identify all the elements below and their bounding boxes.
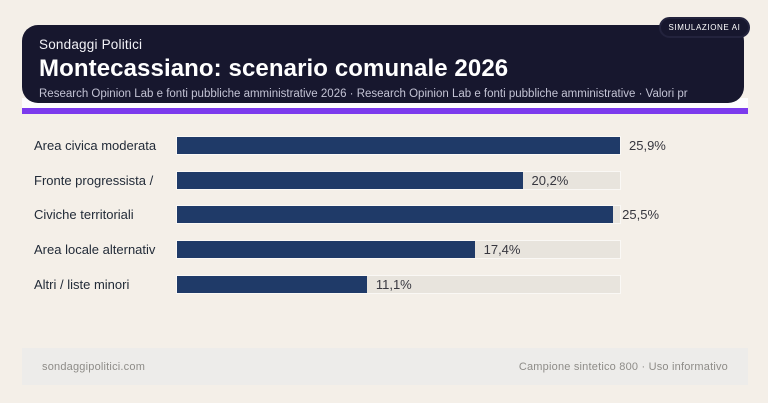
bar-track: 25,9% (177, 137, 666, 154)
bar-track: 17,4% (177, 241, 620, 258)
category-label: Altri / liste minori (34, 277, 130, 292)
value-label: 20,2% (531, 173, 569, 188)
bar-fill (177, 137, 620, 154)
page-title: Montecassiano: scenario comunale 2026 (39, 55, 509, 82)
bar-track: 20,2% (177, 172, 620, 189)
page-subtitle: Research Opinion Lab e fonti pubbliche a… (39, 88, 688, 100)
category-label: Fronte progressista / (34, 173, 154, 188)
accent-bar (22, 108, 748, 114)
category-label: Area locale alternativ (34, 242, 156, 257)
bar-fill (177, 172, 523, 189)
category-label: Area civica moderata (34, 138, 157, 153)
bar-row: Area civica moderata 25,9% (0, 137, 768, 154)
footer: sondaggipolitici.com Campione sintetico … (22, 348, 748, 385)
brand-kicker: Sondaggi Politici (39, 37, 143, 52)
footer-note: Campione sintetico 800 · Uso informativo (518, 360, 728, 373)
value-label: 25,5% (622, 207, 660, 222)
bar-track: 11,1% (177, 276, 620, 293)
value-label: 11,1% (375, 277, 412, 292)
bar-row: Civiche territoriali 25,5% (0, 206, 768, 223)
bar-fill (177, 276, 367, 293)
header-underlay (22, 98, 748, 109)
bar-fill (177, 206, 614, 223)
bar-fill (177, 241, 475, 258)
bar-track: 25,5% (177, 206, 659, 223)
value-label: 17,4% (483, 242, 521, 257)
footer-source: sondaggipolitici.com (42, 360, 146, 373)
value-label: 25,9% (629, 138, 666, 153)
header-card: Sondaggi Politici Montecassiano: scenari… (22, 25, 744, 103)
bar-row: Altri / liste minori 11,1% (0, 276, 768, 293)
bar-row: Area locale alternativ 17,4% (0, 241, 768, 258)
bar-row: Fronte progressista / 20,2% (0, 172, 768, 189)
simulation-badge: SIMULAZIONE AI (659, 17, 750, 38)
category-label: Civiche territoriali (34, 207, 134, 222)
